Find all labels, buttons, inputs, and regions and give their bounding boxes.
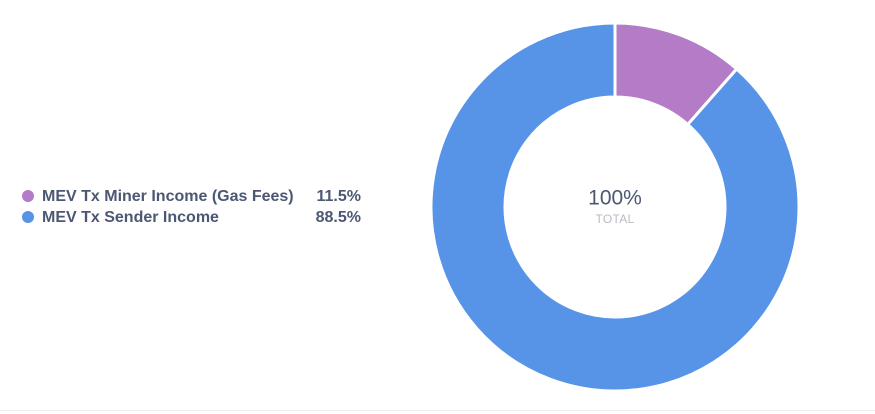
- legend-dot: [22, 211, 34, 223]
- legend-value: 88.5%: [316, 209, 361, 226]
- legend-dot: [22, 190, 34, 202]
- donut-slice: [429, 21, 801, 393]
- legend-label: MEV Tx Miner Income (Gas Fees): [42, 188, 294, 205]
- total-caption: TOTAL: [595, 212, 634, 226]
- legend-value: 11.5%: [317, 188, 361, 205]
- total-value: 100%: [588, 187, 642, 210]
- legend-label: MEV Tx Sender Income: [42, 209, 219, 226]
